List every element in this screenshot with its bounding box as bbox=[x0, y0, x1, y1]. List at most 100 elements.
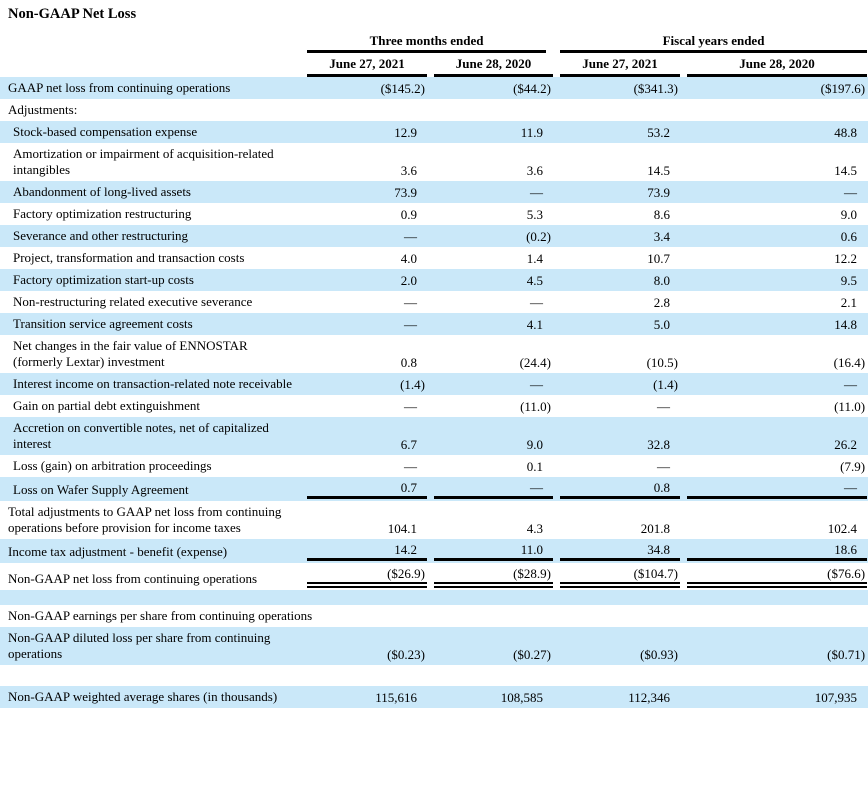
cell-value: 4.3 bbox=[526, 521, 544, 536]
table-body: GAAP net loss from continuing operations… bbox=[0, 77, 868, 708]
cell-value: 115,616 bbox=[375, 690, 417, 705]
value-underline-area: 32.8 bbox=[560, 437, 680, 453]
value-underline-area: 1.4 bbox=[434, 251, 553, 267]
table-row: Adjustments: bbox=[0, 99, 868, 121]
table-row: Severance and other restructuring — (0.2) 3… bbox=[0, 225, 868, 247]
cell-value: — bbox=[530, 377, 544, 392]
row-label: Transition service agreement costs bbox=[0, 313, 300, 335]
cell-value: 14.2 bbox=[394, 542, 417, 557]
value-underline-area: 3.6 bbox=[434, 163, 553, 179]
cell-value: 2.8 bbox=[653, 295, 671, 310]
header-spacer-cell bbox=[0, 31, 300, 53]
table-row: Non-GAAP net loss from continuing operat… bbox=[0, 563, 868, 590]
date-header-row: June 27, 2021 June 28, 2020 June 27, 202… bbox=[0, 53, 868, 77]
value-underline-area: ($0.71) bbox=[687, 647, 867, 663]
document-page: Non-GAAP Net Loss Three months ended Fis… bbox=[0, 6, 868, 708]
row-label: Project, transformation and transaction … bbox=[13, 250, 245, 265]
value-cell: — bbox=[553, 395, 680, 417]
value-cell: 3.6 bbox=[427, 143, 553, 181]
value-underline-area: ($44.2) bbox=[434, 81, 553, 97]
cell-value: 0.7 bbox=[400, 480, 417, 495]
cell-value: (1.4) bbox=[400, 377, 425, 392]
cell-value: ($76.6) bbox=[827, 566, 866, 581]
spacer-cell bbox=[0, 665, 868, 686]
value-cell: — bbox=[300, 455, 427, 477]
cell-value: 108,585 bbox=[500, 690, 544, 705]
value-cell: 1.4 bbox=[427, 247, 553, 269]
value-cell: 6.7 bbox=[300, 417, 427, 455]
value-underline-area: 2.8 bbox=[560, 295, 680, 311]
cell-value: 53.2 bbox=[647, 125, 671, 140]
cell-value: — bbox=[530, 295, 544, 310]
column-header-label: June 27, 2021 bbox=[560, 53, 681, 77]
cell-value: — bbox=[404, 317, 417, 332]
value-cell: 112,346 bbox=[553, 686, 681, 708]
value-underline-area: — bbox=[687, 185, 867, 201]
column-group-fiscal-years: Fiscal years ended bbox=[553, 31, 868, 53]
value-cell: 0.8 bbox=[553, 477, 681, 501]
value-cell: 2.0 bbox=[300, 269, 427, 291]
value-cell: 104.1 bbox=[300, 501, 427, 539]
table-row: GAAP net loss from continuing operations… bbox=[0, 77, 868, 99]
value-underline-area: 6.7 bbox=[307, 437, 427, 453]
value-cell: (1.4) bbox=[300, 373, 427, 395]
value-underline-area: (0.2) bbox=[434, 229, 553, 245]
row-label: Gain on partial debt extinguishment bbox=[13, 398, 201, 413]
value-underline-area: 107,935 bbox=[687, 690, 867, 706]
value-underline-area: 9.5 bbox=[687, 273, 867, 289]
cell-value: (0.2) bbox=[526, 229, 552, 244]
cell-value: 201.8 bbox=[640, 521, 671, 536]
value-underline-area: 10.7 bbox=[560, 251, 680, 267]
cell-value: 2.0 bbox=[400, 273, 417, 288]
cell-value: — bbox=[657, 459, 671, 474]
value-cell: — bbox=[680, 373, 868, 395]
cell-value: 9.5 bbox=[840, 273, 858, 288]
column-header-label: June 28, 2020 bbox=[434, 53, 554, 77]
value-cell: — bbox=[300, 225, 427, 247]
value-cell: ($0.71) bbox=[680, 627, 868, 665]
value-underline-area: 18.6 bbox=[687, 542, 868, 561]
value-cell: ($0.27) bbox=[427, 627, 554, 665]
cell-value: 14.5 bbox=[647, 163, 671, 178]
row-label: Severance and other restructuring bbox=[0, 225, 300, 247]
value-underline-area: (16.4) bbox=[687, 355, 867, 371]
value-cell: (11.0) bbox=[427, 395, 553, 417]
value-underline-area: (7.9) bbox=[687, 459, 867, 475]
value-underline-area: 0.8 bbox=[560, 480, 681, 499]
value-cell: 73.9 bbox=[553, 181, 681, 203]
value-underline-area: 112,346 bbox=[560, 690, 680, 706]
value-underline-area: 73.9 bbox=[307, 185, 427, 201]
value-cell: 32.8 bbox=[553, 417, 681, 455]
cell-value: 0.9 bbox=[400, 207, 417, 222]
value-cell: 11.0 bbox=[427, 539, 554, 563]
column-header-label: June 28, 2020 bbox=[687, 53, 868, 77]
cell-value: 3.4 bbox=[653, 229, 671, 244]
cell-value: — bbox=[844, 480, 858, 495]
value-cell: — bbox=[427, 291, 553, 313]
page-title: Non-GAAP Net Loss bbox=[8, 6, 137, 22]
cell-value: ($145.2) bbox=[380, 81, 425, 96]
value-underline-area: — bbox=[307, 399, 427, 415]
column-header-label: June 27, 2021 bbox=[307, 53, 427, 77]
cell-value: 6.7 bbox=[400, 437, 417, 452]
value-cell: — bbox=[680, 477, 868, 501]
value-cell: 0.1 bbox=[427, 455, 553, 477]
column-group-label: Three months ended bbox=[307, 31, 547, 53]
cell-value: 0.8 bbox=[400, 355, 417, 370]
value-cell: ($0.23) bbox=[300, 627, 427, 665]
value-underline-area: 104.1 bbox=[307, 521, 427, 537]
cell-value: 112,346 bbox=[628, 690, 671, 705]
cell-value: — bbox=[530, 185, 544, 200]
value-cell: 0.9 bbox=[300, 203, 427, 225]
spacer-row bbox=[0, 665, 868, 686]
value-cell: (11.0) bbox=[680, 395, 868, 417]
value-underline-area: 2.1 bbox=[687, 295, 867, 311]
row-label: Non-GAAP weighted average shares (in tho… bbox=[0, 686, 300, 708]
cell-value: 0.8 bbox=[653, 480, 671, 495]
value-cell: 108,585 bbox=[427, 686, 554, 708]
value-cell: 9.0 bbox=[427, 417, 554, 455]
value-cell: — bbox=[300, 395, 427, 417]
cell-value: — bbox=[657, 399, 671, 414]
cell-value: — bbox=[404, 295, 417, 310]
value-underline-area: 0.8 bbox=[307, 355, 427, 371]
